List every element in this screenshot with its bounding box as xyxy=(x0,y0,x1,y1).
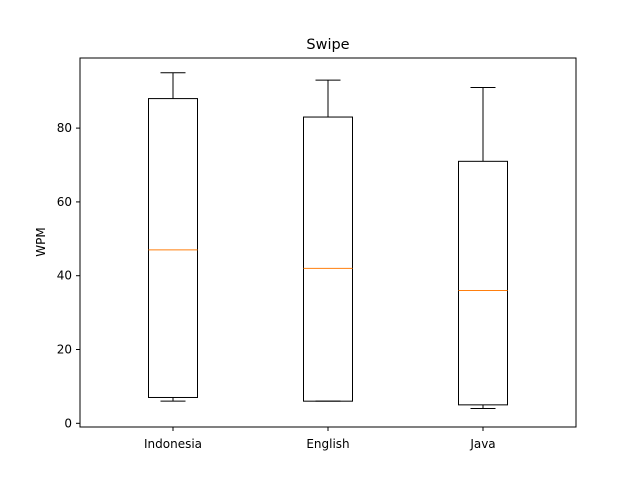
x-tick-label: English xyxy=(306,437,349,451)
y-tick-label: 80 xyxy=(57,121,72,135)
y-tick-label: 40 xyxy=(57,269,72,283)
x-tick-label: Indonesia xyxy=(144,437,202,451)
plot-frame xyxy=(79,57,577,428)
y-tick-label: 20 xyxy=(57,343,72,357)
y-tick-label: 0 xyxy=(64,416,72,430)
box-indonesia xyxy=(148,98,198,398)
plot-area: 0 20 40 60 80 Indonesia English Java xyxy=(57,72,508,451)
x-tick-label: Java xyxy=(469,437,495,451)
chart-title: Swipe xyxy=(306,37,349,53)
box-java xyxy=(458,160,508,406)
y-axis-label: WPM xyxy=(34,227,48,256)
y-tick-label: 60 xyxy=(57,195,72,209)
box-english xyxy=(303,116,353,402)
